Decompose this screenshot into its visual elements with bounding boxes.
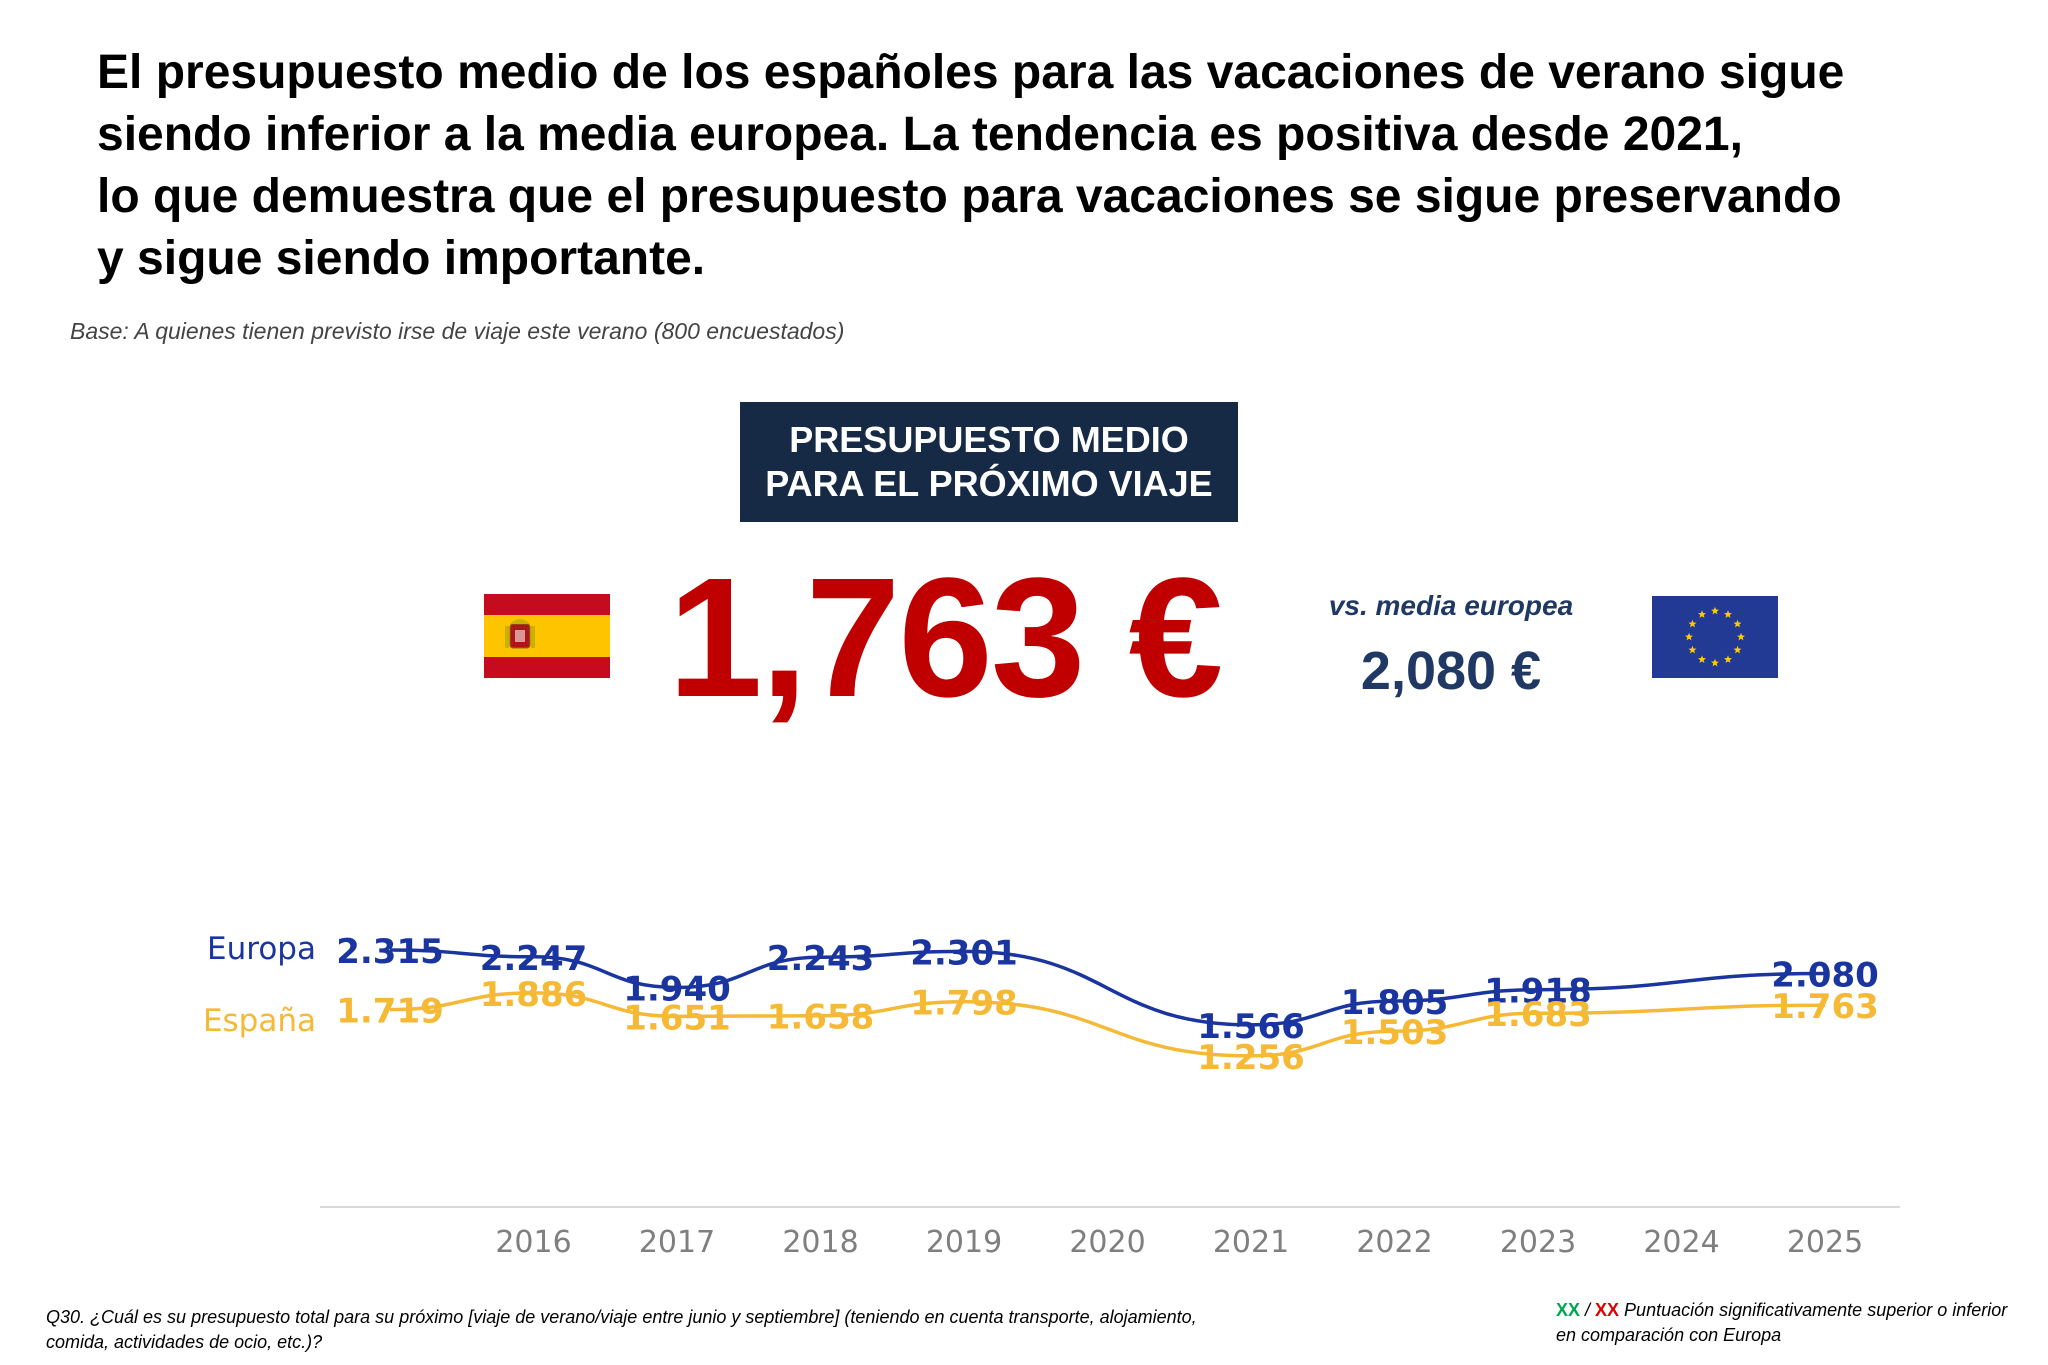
data-label-espana: 1.763	[1771, 987, 1879, 1027]
significance-lower-marker: XX	[1595, 1300, 1620, 1320]
budget-title-line: PRESUPUESTO MEDIO	[789, 419, 1189, 460]
eu-star-icon	[1698, 610, 1706, 618]
eu-star-icon	[1711, 658, 1719, 667]
europe-budget-value: 2,080 €	[1360, 641, 1542, 701]
x-tick-label: 2016	[495, 1225, 571, 1260]
data-label-espana: 1.719	[336, 992, 444, 1032]
x-tick-label: 2023	[1500, 1225, 1576, 1260]
significance-legend-text: Puntuación significativamente superior o…	[1556, 1300, 2008, 1345]
legend-europa: Europa	[207, 931, 316, 967]
eu-star-icon	[1688, 645, 1697, 654]
headline-line: El presupuesto medio de los españoles pa…	[97, 46, 1845, 99]
budget-title-box: PRESUPUESTO MEDIO PARA EL PRÓXIMO VIAJE	[740, 402, 1238, 522]
x-tick-label: 2024	[1643, 1225, 1719, 1260]
data-label-espana: 1.503	[1341, 1013, 1449, 1053]
significance-higher-marker: XX	[1556, 1300, 1581, 1320]
x-tick-label: 2025	[1787, 1225, 1863, 1260]
data-label-europa: 1.940	[623, 970, 731, 1010]
data-label-europa: 2.301	[910, 933, 1018, 973]
x-tick-label: 2022	[1356, 1225, 1432, 1260]
headline-line: lo que demuestra que el presupuesto para…	[97, 170, 1842, 223]
budget-line-chart: 2.315 2.247 1.940 2.243 2.301 1.566 1.805 1.918…	[203, 931, 1900, 1260]
data-label-espana: 1.658	[767, 998, 875, 1038]
eu-star-icon	[1688, 619, 1697, 628]
data-label-espana: 1.798	[910, 984, 1018, 1024]
eu-star-icon	[1724, 655, 1732, 663]
data-label-espana: 1.651	[623, 998, 731, 1038]
eu-star-icon	[1733, 645, 1742, 654]
data-label-europa: 2.247	[480, 939, 588, 979]
data-label-europa: 1.805	[1341, 983, 1449, 1023]
data-label-europa: 1.918	[1484, 972, 1592, 1012]
x-tick-label: 2017	[639, 1225, 715, 1260]
legend-espana: España	[203, 1003, 316, 1039]
series-line-europa	[389, 948, 1826, 1027]
x-tick-label: 2019	[926, 1225, 1002, 1260]
data-label-espana: 1.256	[1197, 1038, 1305, 1078]
eu-flag-icon	[1652, 596, 1778, 678]
headline: El presupuesto medio de los españoles pa…	[97, 42, 2017, 290]
eu-star-icon	[1733, 619, 1742, 628]
spain-flag-icon	[484, 594, 610, 678]
significance-separator: /	[1580, 1300, 1596, 1320]
vs-europe-label: vs. media europea	[1328, 590, 1574, 621]
headline-line: siendo inferior a la media europea. La t…	[97, 108, 1743, 161]
eu-star-icon	[1724, 610, 1732, 618]
eu-star-icon	[1711, 606, 1719, 615]
eu-star-icon	[1698, 655, 1706, 663]
data-label-europa: 1.566	[1197, 1007, 1305, 1047]
x-tick-label: 2018	[782, 1225, 858, 1260]
data-label-europa: 2.080	[1771, 956, 1879, 996]
data-label-espana: 1.886	[480, 975, 588, 1015]
data-label-europa: 2.315	[336, 932, 444, 972]
budget-title-line: PARA EL PRÓXIMO VIAJE	[765, 463, 1213, 504]
spain-budget-value: 1,763 €	[668, 543, 1223, 733]
x-tick-label: 2021	[1213, 1225, 1289, 1260]
data-label-europa: 2.243	[767, 939, 875, 979]
headline-line: y sigue siendo importante.	[97, 232, 706, 285]
eu-star-icon	[1737, 632, 1745, 641]
series-line-espana	[389, 991, 1826, 1058]
data-label-espana: 1.683	[1484, 995, 1592, 1035]
significance-legend: XX / XX Puntuación significativamente su…	[1556, 1298, 2016, 1348]
base-note: Base: A quienes tienen previsto irse de …	[70, 318, 845, 344]
eu-star-icon	[1685, 632, 1693, 641]
x-tick-label: 2020	[1069, 1225, 1145, 1260]
question-footnote: Q30. ¿Cuál es su presupuesto total para …	[46, 1307, 1197, 1352]
